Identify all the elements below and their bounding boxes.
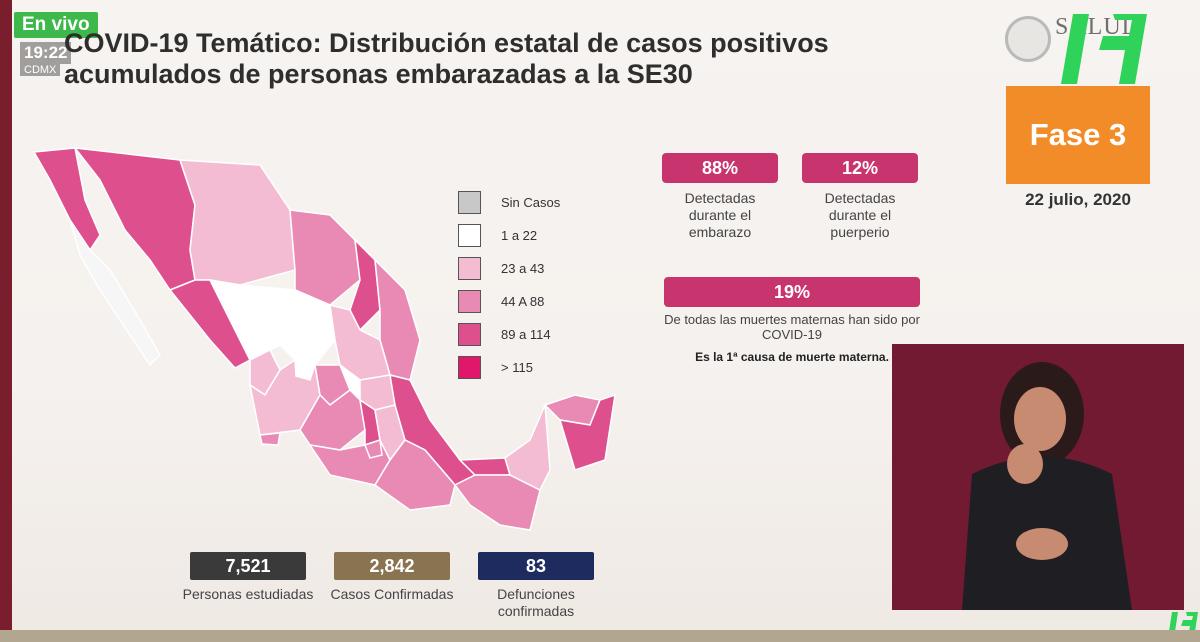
puerperium-label: Detectadas durante el puerperio — [824, 190, 896, 240]
state-aguascalientes — [294, 359, 316, 381]
fase-badge: Fase 3 — [1006, 86, 1150, 184]
mexico-map — [32, 147, 616, 531]
legend-swatch — [458, 257, 481, 280]
interpreter-figure — [962, 362, 1132, 610]
fase-date: 22 julio, 2020 — [1025, 190, 1131, 209]
legend-item: > 115 — [458, 351, 560, 384]
stat-studied-label: Personas estudiadas — [182, 586, 314, 602]
bottom-bar — [0, 630, 1200, 642]
legend-item: Sin Casos — [458, 186, 560, 219]
state-baja-california — [32, 147, 101, 252]
maternal-death-pill: 19% — [664, 277, 920, 307]
map-legend: Sin Casos 1 a 22 23 a 43 44 A 88 89 a 11… — [458, 186, 560, 384]
legend-item: 1 a 22 — [458, 219, 560, 252]
legend-label: 1 a 22 — [501, 228, 538, 243]
state-campeche — [504, 404, 551, 492]
puerperium-pill: 12% — [802, 153, 918, 183]
state-colima — [259, 432, 281, 446]
legend-swatch — [458, 290, 481, 313]
stat-confirmed: 2,842 — [334, 552, 450, 580]
state-chihuahua — [178, 159, 296, 286]
legend-item: 23 a 43 — [458, 252, 560, 285]
live-time: 19:22 — [20, 42, 72, 64]
state-quintana-roo — [558, 393, 616, 471]
stat-deaths: 83 — [478, 552, 594, 580]
live-badge: En vivo — [14, 12, 98, 38]
legend-swatch — [458, 191, 481, 214]
state-oaxaca — [374, 439, 456, 511]
left-edge-strip — [0, 0, 12, 642]
stat-deaths-label: Defunciones confirmadas — [497, 586, 575, 619]
legend-swatch — [458, 323, 481, 346]
seal-icon — [1005, 16, 1051, 62]
pregnancy-label: Detectadas durante el embarazo — [684, 190, 756, 240]
channel-14-logo — [1061, 14, 1147, 84]
pregnancy-pill: 88% — [662, 153, 778, 183]
sign-language-interpreter — [892, 344, 1184, 610]
live-city: CDMX — [20, 64, 61, 76]
legend-item: 44 A 88 — [458, 285, 560, 318]
legend-label: 89 a 114 — [501, 327, 551, 342]
legend-swatch — [458, 356, 481, 379]
legend-label: 44 A 88 — [501, 294, 545, 309]
stat-confirmed-label: Casos Confirmadas — [330, 586, 454, 602]
legend-swatch — [458, 224, 481, 247]
state-chiapas — [453, 474, 541, 531]
salud-logo: SALUD — [1005, 12, 1165, 68]
state-morelos — [364, 439, 383, 459]
legend-item: 89 a 114 — [458, 318, 560, 351]
stat-studied: 7,521 — [190, 552, 306, 580]
legend-label: 23 a 43 — [501, 261, 545, 276]
state-baja-california-sur — [69, 219, 161, 367]
state-coahuila — [289, 209, 361, 306]
legend-label: > 115 — [501, 360, 533, 375]
maternal-death-note: Es la 1ª causa de muerte materna. — [695, 350, 889, 364]
page-title: COVID-19 Temático: Distribución estatal … — [64, 28, 829, 89]
maternal-death-label: De todas las muertes maternas han sido p… — [664, 312, 920, 342]
legend-label: Sin Casos — [501, 195, 561, 210]
